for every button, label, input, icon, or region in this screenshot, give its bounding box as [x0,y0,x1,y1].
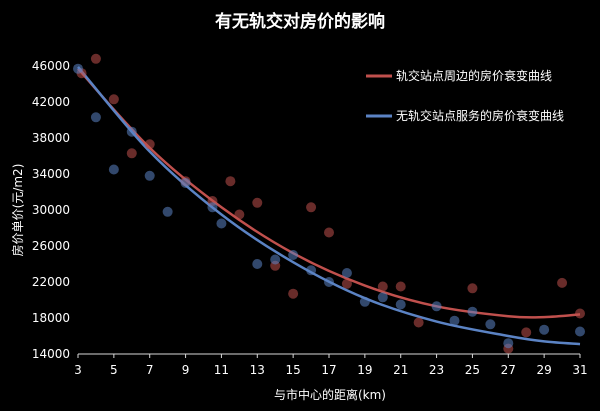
x-tick-label: 21 [393,363,408,377]
data-point-series-2 [449,315,460,326]
data-point-series-2 [539,324,550,335]
y-tick-label: 18000 [32,311,70,325]
y-tick-label: 34000 [32,167,70,181]
legend-label-series-2: 无轨交站点服务的房价衰变曲线 [396,108,564,123]
data-point-series-1 [252,197,263,208]
y-axis-label: 房价单价(元/m2) [10,164,25,257]
legend-label-series-1: 轨交站点周边的房价衰变曲线 [396,68,552,83]
data-point-series-2 [73,63,83,74]
data-point-series-2 [207,202,218,213]
data-point-series-2 [485,319,496,330]
data-point-series-2 [359,296,370,307]
data-point-series-1 [225,176,236,187]
y-tick-label: 38000 [32,131,70,145]
data-point-series-2 [216,218,227,229]
x-tick-label: 13 [250,363,265,377]
data-point-series-2 [377,292,388,303]
data-point-series-2 [252,259,263,269]
y-tick-label: 30000 [32,203,70,217]
data-point-series-1 [341,278,352,289]
data-point-series-1 [144,139,155,150]
data-point-series-1 [126,148,137,159]
data-point-series-1 [413,317,424,328]
data-point-series-1 [521,327,532,338]
x-tick-label: 7 [146,363,154,377]
x-tick-label: 9 [182,363,190,377]
x-tick-label: 11 [214,363,229,377]
data-point-series-1 [90,53,101,64]
data-point-series-2 [431,301,442,312]
data-point-series-1 [108,94,119,105]
data-point-series-2 [306,265,317,276]
x-tick-label: 15 [286,363,301,377]
fit-curve-series-2 [77,66,581,346]
x-tick-label: 3 [74,363,82,377]
x-tick-label: 31 [572,363,587,377]
data-point-series-2 [144,170,155,181]
data-point-series-2 [108,164,119,175]
data-point-series-2 [395,299,406,310]
axes: 3 5 7 9 11 13 15 17 19 21 23 25 27 29 31 14000 18000 2200… [32,59,588,377]
data-point-series-2 [270,254,281,265]
x-tick-label: 29 [537,363,552,377]
data-points [73,53,585,354]
data-point-series-1 [306,202,317,213]
data-point-series-1 [377,281,388,292]
data-point-series-2 [503,338,514,349]
y-tick-label: 46000 [32,59,70,73]
x-tick-label: 23 [429,363,444,377]
data-point-series-2 [288,250,299,260]
data-point-series-1 [575,308,585,319]
data-point-series-1 [288,288,299,299]
x-tick-label: 19 [357,363,372,377]
data-point-series-2 [90,112,101,123]
y-tick-label: 22000 [32,275,70,289]
x-tick-label: 5 [110,363,118,377]
data-point-series-2 [126,126,137,137]
x-axis-label: 与市中心的距离(km) [274,387,386,402]
data-point-series-2 [467,306,478,317]
x-tick-label: 17 [321,363,336,377]
x-tick-label: 27 [501,363,516,377]
data-point-series-1 [557,277,568,288]
data-point-series-1 [324,227,334,238]
chart-title: 有无轨交对房价的影响 [215,11,385,32]
data-point-series-2 [324,277,334,287]
data-point-series-2 [341,268,352,278]
data-point-series-2 [162,206,173,217]
x-tick-label: 25 [465,363,480,377]
data-point-series-2 [575,326,585,337]
data-point-series-1 [395,281,406,292]
data-point-series-1 [234,209,245,220]
y-tick-label: 26000 [32,239,70,253]
y-tick-label: 42000 [32,95,70,109]
data-point-series-1 [467,283,478,294]
data-point-series-2 [180,178,191,188]
y-tick-label: 14000 [32,347,70,361]
